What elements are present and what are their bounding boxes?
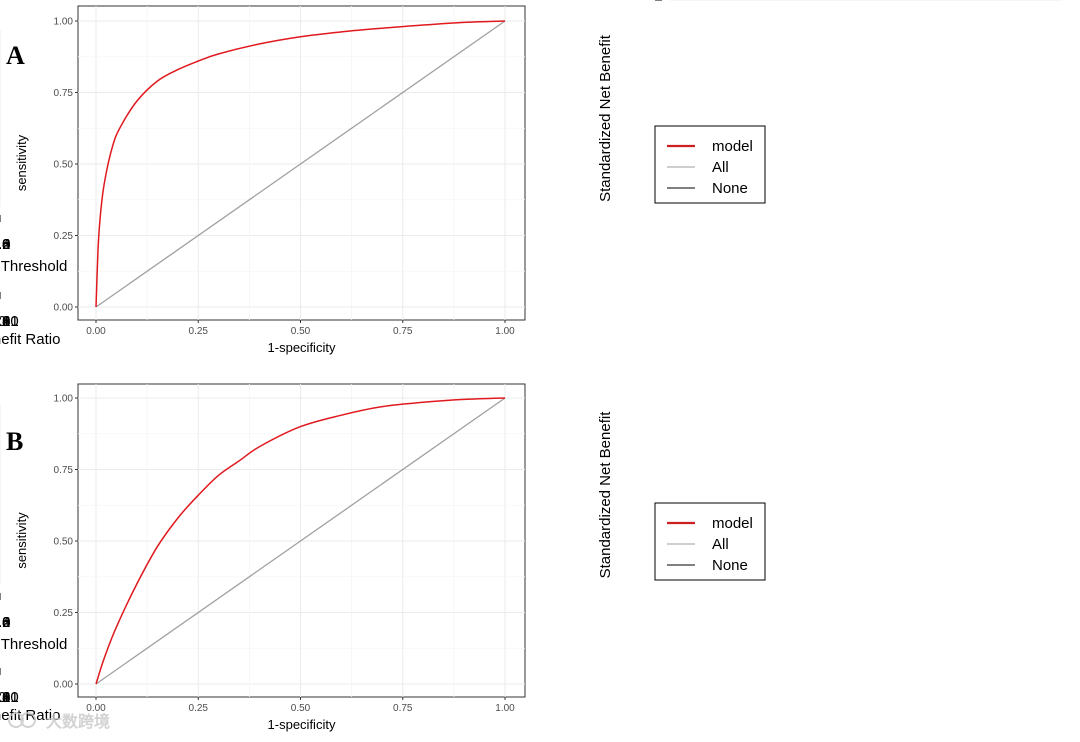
- dca-xtick-label-5: 1.0: [0, 236, 10, 253]
- roc-xtick-label-2: 0.50: [291, 703, 311, 714]
- roc-reference-line: [95, 20, 506, 308]
- dca-cost-tick-label-3: 3:2: [0, 313, 10, 330]
- watermark: 大数跨境: [8, 712, 110, 731]
- dca-chart-a: 0.00.20.40.60.81.0High Risk Threshold0.0…: [0, 0, 1062, 348]
- roc-xtick-label-3: 0.75: [393, 703, 413, 714]
- dca-cost-tick-label-1: 1:4: [0, 689, 10, 706]
- roc-ytick-label-4: 1.00: [54, 17, 74, 28]
- dca-xtick-label-1: 0.2: [0, 614, 10, 631]
- dca-cost-tick-label-5: 100:1: [0, 313, 19, 330]
- dca-cost-axis-title: Cost:Benefit Ratio: [0, 331, 60, 348]
- dca-legend-label-2: None: [712, 557, 748, 574]
- dca-xtick-label-1: 0.2: [0, 236, 10, 253]
- roc-ytick-label-4: 1.00: [54, 394, 74, 405]
- dca-cost-tick-label-0: 1:100: [0, 313, 19, 330]
- dca-xtick-label-3: 0.6: [0, 236, 10, 253]
- panel-letter-a: A: [6, 41, 25, 70]
- roc-ytick-label-1: 0.25: [54, 608, 74, 619]
- dca-cost-tick-label-1: 1:4: [0, 313, 10, 330]
- dca-x-axis-title: High Risk Threshold: [0, 636, 67, 653]
- dca-xtick-label-2: 0.4: [0, 614, 10, 631]
- dca-cost-tick-label-2: 2:3: [0, 689, 10, 706]
- dca-cost-tick-label-3: 3:2: [0, 689, 10, 706]
- dca-chart-b: 0.00.20.40.60.81.0High Risk Threshold0.0…: [0, 0, 1062, 724]
- roc-ytick-label-0: 0.00: [54, 680, 74, 691]
- dca-legend-box: [654, 125, 766, 204]
- dca-legend-label-0: model: [712, 138, 753, 155]
- panel-letter-b: B: [6, 427, 23, 456]
- dca-cost-tick-label-4: 4:1: [0, 689, 10, 706]
- roc-ytick-label-3: 0.75: [54, 88, 74, 99]
- dca-x-axis-title: High Risk Threshold: [0, 258, 67, 275]
- dca-cost-tick-label-2: 2:3: [0, 313, 10, 330]
- roc-ytick-label-1: 0.25: [54, 231, 74, 242]
- dca-cost-tick-label-5: 100:1: [0, 689, 19, 706]
- dca-cost-tick-label-4: 4:1: [0, 313, 10, 330]
- dca-ytick-label-2: 0.8: [636, 0, 657, 4]
- roc-x-axis-title: 1-specificity: [268, 717, 336, 732]
- roc-xtick-label-1: 0.25: [189, 326, 209, 337]
- dca-xtick-label-0: 0.0: [0, 236, 10, 253]
- roc-y-axis-title: sensitivity: [14, 134, 29, 191]
- dca-legend-label-1: All: [712, 159, 729, 176]
- dca-y-axis-title: Standardized Net Benefit: [597, 34, 614, 202]
- dca-xtick-label-5: 1.0: [0, 614, 10, 631]
- dca-legend-label-1: All: [712, 536, 729, 553]
- roc-ytick-label-2: 0.50: [54, 537, 74, 548]
- roc-ytick-label-0: 0.00: [54, 303, 74, 314]
- dca-xtick-label-0: 0.0: [0, 614, 10, 631]
- dca-xtick-label-3: 0.6: [0, 614, 10, 631]
- watermark-logo-icon: [8, 712, 24, 728]
- dca-cost-tick-label-0: 1:100: [0, 689, 19, 706]
- dca-xtick-label-4: 0.8: [0, 236, 10, 253]
- roc-curve: [95, 20, 506, 308]
- dca-ytick-label-1: 0.4: [636, 0, 657, 4]
- dca-cost-axis-title: Cost:Benefit Ratio: [0, 707, 60, 724]
- roc-ytick-label-2: 0.50: [54, 160, 74, 171]
- roc-curve: [95, 397, 506, 685]
- roc-y-axis-title: sensitivity: [14, 512, 29, 569]
- roc-xtick-label-4: 1.00: [495, 326, 515, 337]
- dca-y-axis-title: Standardized Net Benefit: [597, 411, 614, 579]
- roc-chart-a: 0.00 0.25 0.50 0.75 1.00 0.00 0.25 0.50 0.75 1.00…: [14, 5, 526, 355]
- dca-ytick-label-1: 0.4: [636, 0, 657, 4]
- watermark-logo-icon-2: [20, 712, 36, 728]
- roc-reference-line: [95, 397, 506, 685]
- watermark-text: 大数跨境: [46, 712, 110, 731]
- dca-legend-box: [654, 502, 766, 581]
- roc-ytick-label-3: 0.75: [54, 465, 74, 476]
- roc-xtick-label-3: 0.75: [393, 326, 413, 337]
- dca-ytick-label-0: 0.0: [636, 0, 657, 4]
- roc-xtick-label-4: 1.00: [495, 703, 515, 714]
- dca-ytick-label-0: 0.0: [636, 0, 657, 4]
- roc-xtick-label-0: 0.00: [86, 703, 106, 714]
- dca-xtick-label-4: 0.8: [0, 614, 10, 631]
- dca-legend-label-2: None: [712, 180, 748, 197]
- dca-ytick-label-2: 0.8: [636, 0, 657, 4]
- dca-xtick-label-2: 0.4: [0, 236, 10, 253]
- roc-chart-b: 0.00 0.25 0.50 0.75 1.00 0.00 0.25 0.50 0.75 1.00…: [14, 383, 526, 732]
- roc-xtick-label-1: 0.25: [189, 703, 209, 714]
- dca-legend-label-0: model: [712, 515, 753, 532]
- roc-x-axis-title: 1-specificity: [268, 340, 336, 355]
- roc-xtick-label-2: 0.50: [291, 326, 311, 337]
- roc-xtick-label-0: 0.00: [86, 326, 106, 337]
